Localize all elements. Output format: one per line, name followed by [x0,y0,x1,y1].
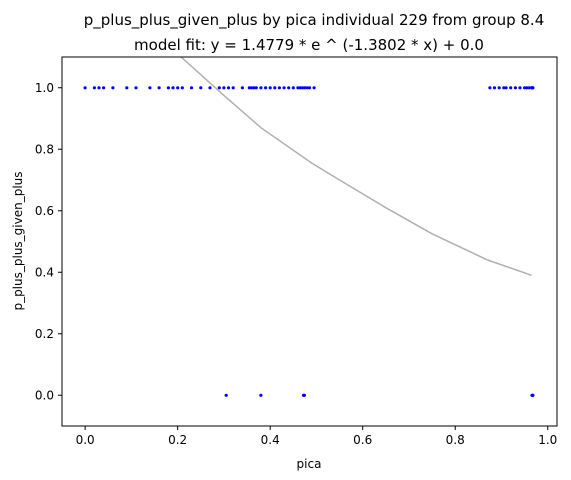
data-point [488,86,492,90]
chart-title: p_plus_plus_given_plus by pica individua… [84,11,545,30]
data-point [264,86,268,90]
data-point [305,86,309,90]
x-tick-label: 0.2 [168,433,187,447]
data-point [531,393,535,397]
data-point [250,86,254,90]
data-points [83,86,535,397]
y-tick-label: 1.0 [35,81,54,95]
data-point [259,393,263,397]
data-point [273,86,277,90]
data-point [231,86,235,90]
y-tick-label: 0.8 [35,142,54,156]
y-axis-ticks: 0.0 0.2 0.4 0.6 0.8 1.0 [35,81,62,402]
data-point [226,86,231,90]
data-point [240,86,244,90]
chart-subtitle: model fit: y = 1.4779 * e ^ (-1.3802 * x… [134,36,484,54]
y-tick-label: 0.2 [35,327,54,341]
data-point [302,393,306,397]
data-point [531,86,535,90]
data-point [97,86,101,90]
data-point [102,86,106,90]
data-point [523,86,527,90]
data-point [92,86,96,90]
x-axis-label: pica [297,457,322,471]
data-point [301,86,305,90]
data-point [502,86,506,90]
data-point [287,86,291,90]
data-point [303,86,307,90]
data-point [298,86,302,90]
data-point [111,86,115,90]
data-point [291,86,295,90]
data-point [254,86,258,90]
data-point [277,86,281,90]
y-tick-label: 0.6 [35,204,54,218]
data-point [157,86,161,90]
x-axis-ticks: 0.0 0.2 0.4 0.6 0.8 1.0 [76,426,557,447]
data-point [504,86,508,90]
data-point [189,86,194,90]
data-point [268,86,272,90]
data-point [497,86,501,90]
data-point [148,86,152,90]
data-point [224,393,228,397]
x-tick-label: 0.0 [76,433,95,447]
data-point [259,86,263,90]
x-tick-label: 0.4 [261,433,280,447]
data-point [312,86,316,90]
data-point [525,86,529,90]
data-point [166,86,170,90]
data-point [509,86,513,90]
plot-area-frame [61,56,558,427]
data-point [492,86,497,90]
x-tick-label: 0.6 [353,433,372,447]
data-point [180,86,184,90]
x-tick-label: 0.8 [446,433,465,447]
data-point [222,86,226,90]
data-point [252,86,256,90]
data-point [247,86,251,90]
y-tick-label: 0.0 [35,388,54,402]
model-fit-curve [180,57,532,277]
data-point [296,86,300,90]
data-point [134,86,138,90]
data-point [176,86,180,90]
data-point [518,86,522,90]
y-axis-label: p_plus_plus_given_plus [11,171,25,310]
data-point [83,86,87,90]
data-point [208,86,212,90]
x-tick-label: 1.0 [538,433,557,447]
y-tick-label: 0.4 [35,265,54,279]
data-point [217,86,221,90]
data-point [199,86,203,90]
data-point [513,86,518,90]
data-point [282,86,286,90]
data-point [307,86,312,90]
data-point [125,86,129,90]
data-point [171,86,175,90]
data-point [527,86,531,90]
